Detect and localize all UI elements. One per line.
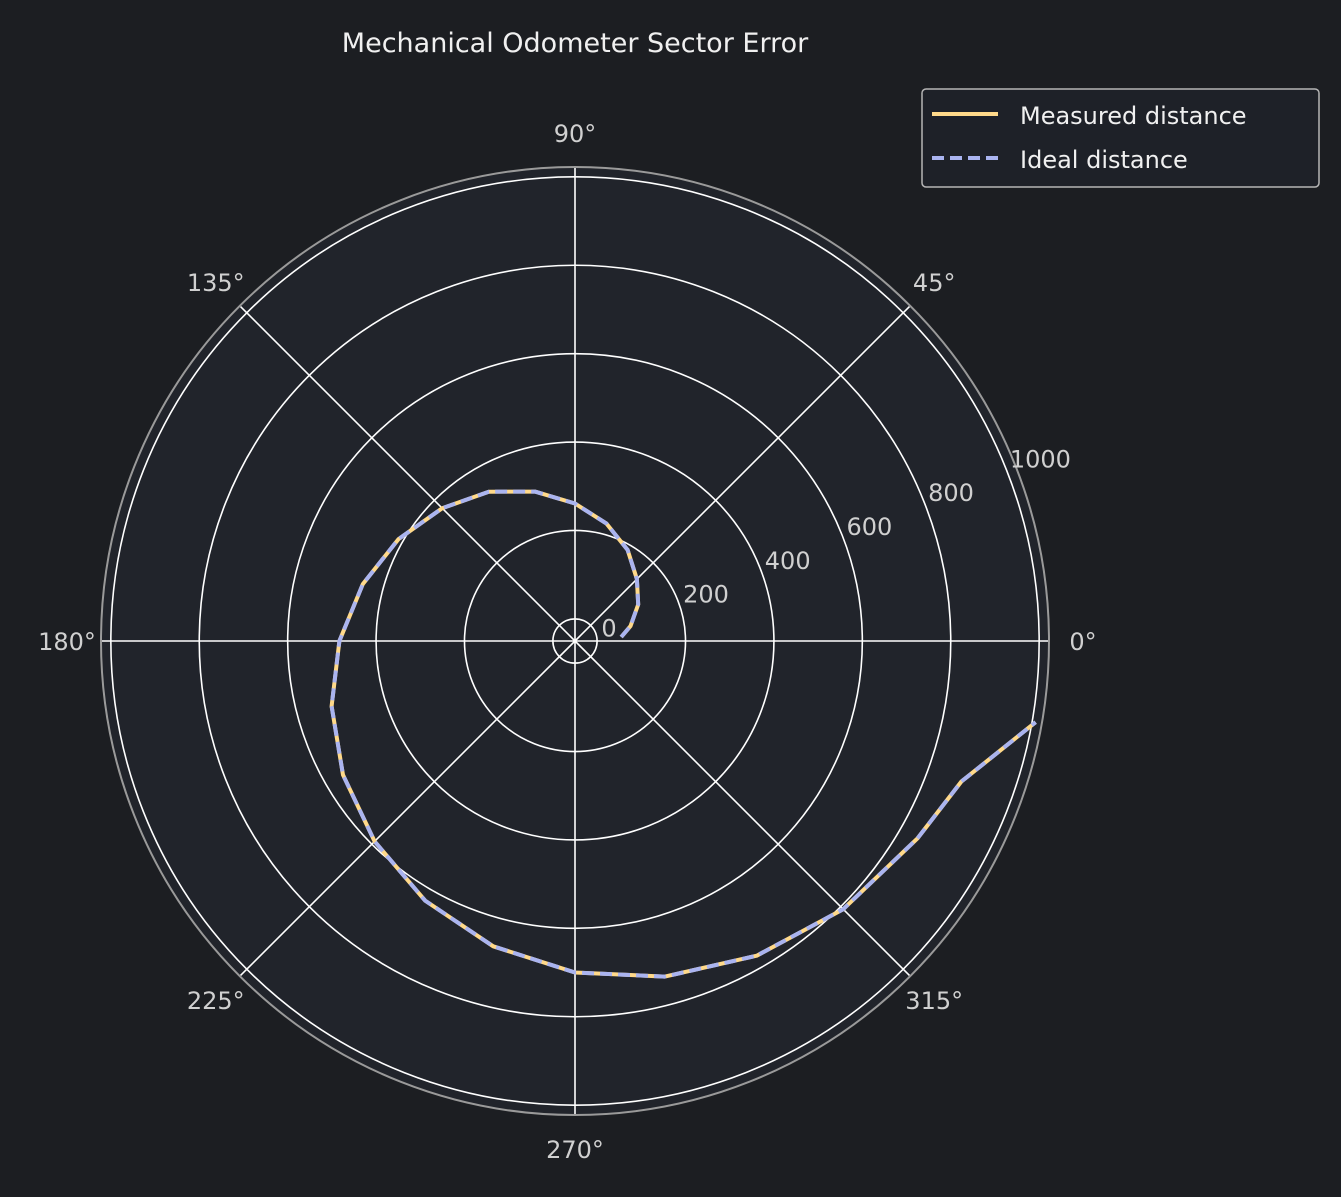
theta-grid-line-3 (239, 305, 576, 642)
theta-tick-label-6: 270° (546, 1136, 604, 1164)
legend-label-measured: Measured distance (1020, 102, 1247, 130)
legend-box (921, 88, 1320, 188)
plot-area: 0° 45° 90° 135° 180° 225° 270° 315° 0 200 400 600 80… (38, 120, 1097, 1164)
theta-grid-line-7 (574, 640, 911, 977)
polar-spine (100, 166, 1050, 1116)
r-tick-label-0: 0 (601, 615, 616, 643)
theta-tick-label-5: 225° (187, 987, 245, 1015)
r-tick-label-5: 1000 (1010, 445, 1071, 473)
r-tick-label-2: 400 (765, 547, 811, 575)
theta-tick-label-2: 90° (554, 120, 597, 148)
theta-tick-label-3: 135° (187, 269, 245, 297)
legend: Measured distance Ideal distance (921, 88, 1320, 188)
r-tick-label-3: 600 (846, 513, 892, 541)
legend-label-ideal: Ideal distance (1020, 146, 1188, 174)
theta-grid-line-5 (239, 640, 576, 977)
chart-title: Mechanical Odometer Sector Error (342, 28, 809, 59)
theta-tick-label-1: 45° (913, 269, 956, 297)
theta-tick-label-4: 180° (38, 628, 96, 656)
theta-grid-line-1 (574, 305, 911, 642)
theta-tick-label-0: 0° (1069, 628, 1096, 656)
r-tick-label-4: 800 (928, 479, 974, 507)
r-tick-label-1: 200 (683, 581, 729, 609)
theta-tick-label-7: 315° (905, 987, 963, 1015)
